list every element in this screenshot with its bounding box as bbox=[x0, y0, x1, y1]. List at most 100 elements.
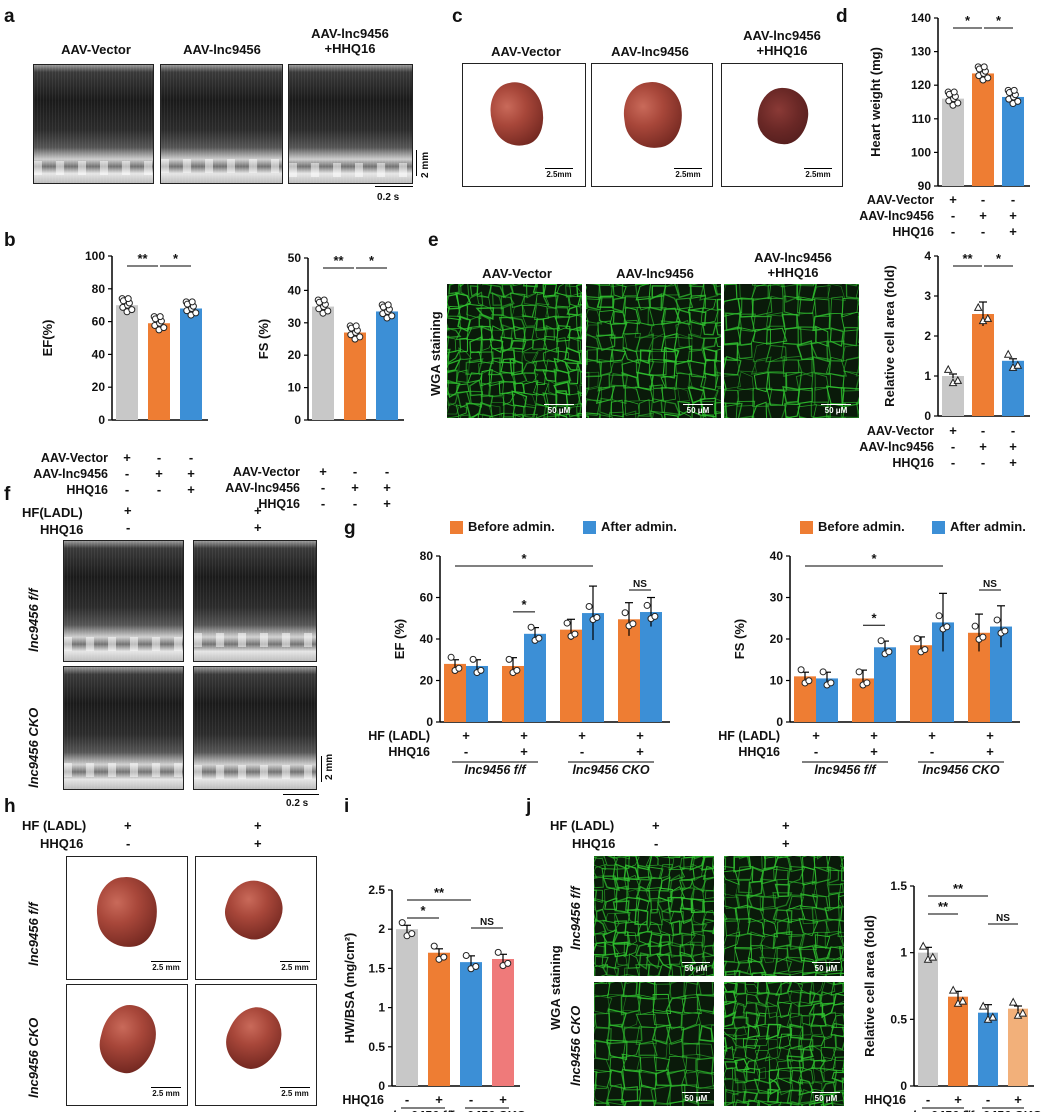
condition-mark: + bbox=[462, 728, 470, 743]
condition-mark: + bbox=[520, 744, 528, 759]
y-tick-label: 0 bbox=[900, 1079, 907, 1093]
f-scale-label-horizontal: 0.2 s bbox=[286, 798, 309, 809]
condition-row-label: AAV-Vector bbox=[41, 451, 108, 465]
h-mark: + bbox=[254, 818, 262, 833]
wga-j-ff-plus bbox=[724, 856, 844, 976]
panel-letter-b: b bbox=[4, 230, 16, 251]
bar bbox=[618, 619, 640, 722]
data-point bbox=[384, 301, 392, 309]
data-point bbox=[819, 668, 827, 676]
bar bbox=[560, 629, 582, 722]
condition-mark: + bbox=[520, 728, 528, 743]
bar bbox=[910, 645, 932, 722]
data-point bbox=[388, 312, 396, 320]
data-point bbox=[477, 666, 485, 674]
echo-f-ff-plus bbox=[193, 540, 317, 662]
data-point bbox=[935, 612, 943, 620]
f-mark: - bbox=[126, 520, 131, 535]
condition-row-label: HHQ16 bbox=[892, 225, 934, 239]
condition-mark: + bbox=[351, 480, 359, 495]
h-mark: + bbox=[254, 836, 262, 851]
condition-mark: - bbox=[930, 744, 934, 759]
condition-mark: + bbox=[1009, 455, 1017, 470]
y-axis-label: EF(%) bbox=[40, 320, 55, 357]
significance-label: * bbox=[420, 903, 426, 918]
y-tick-label: 10 bbox=[770, 674, 784, 688]
legend-swatch-before bbox=[450, 521, 463, 534]
bar bbox=[968, 632, 990, 722]
data-point bbox=[124, 295, 132, 303]
data-point bbox=[1014, 97, 1022, 105]
y-tick-label: 40 bbox=[420, 632, 434, 646]
condition-mark: - bbox=[951, 208, 955, 223]
bar bbox=[376, 311, 398, 420]
j-row-label-hhq16: HHQ16 bbox=[572, 836, 616, 851]
data-point bbox=[863, 679, 871, 687]
significance-label: ** bbox=[333, 253, 344, 268]
y-tick-label: 40 bbox=[92, 347, 106, 361]
wga-j-scale: 50 μM bbox=[812, 962, 840, 973]
wga-label-lnc9456-hhq16: AAV-lnc9456 +HHQ16 bbox=[754, 250, 832, 280]
condition-mark: + bbox=[979, 439, 987, 454]
condition-mark: + bbox=[979, 208, 987, 223]
data-point bbox=[1008, 997, 1018, 1006]
condition-mark: - bbox=[951, 439, 955, 454]
condition-mark: + bbox=[383, 496, 391, 511]
data-point bbox=[320, 296, 328, 304]
bar bbox=[942, 98, 964, 186]
y-tick-label: 0 bbox=[776, 715, 783, 729]
data-point bbox=[585, 602, 593, 610]
y-tick-label: 0 bbox=[426, 715, 433, 729]
condition-mark: + bbox=[986, 744, 994, 759]
condition-mark: + bbox=[499, 1092, 507, 1107]
bar bbox=[148, 323, 170, 420]
condition-mark: - bbox=[321, 496, 325, 511]
data-point bbox=[469, 655, 477, 663]
data-point bbox=[827, 679, 835, 687]
condition-mark: + bbox=[870, 744, 878, 759]
wga-image-lnc9456 bbox=[586, 284, 721, 418]
data-point bbox=[805, 677, 813, 685]
bar bbox=[180, 308, 202, 420]
data-point bbox=[128, 306, 136, 314]
condition-mark: - bbox=[189, 450, 193, 465]
data-point bbox=[430, 942, 438, 950]
bar bbox=[816, 678, 838, 722]
j-mark: + bbox=[652, 818, 660, 833]
condition-row-label: AAV-lnc9456 bbox=[859, 440, 934, 454]
condition-mark: + bbox=[435, 1092, 443, 1107]
group-label: lnc9456 CKO bbox=[964, 1109, 1041, 1112]
heart-photo-lnc9456: 2.5mm bbox=[591, 63, 713, 187]
y-tick-label: 100 bbox=[911, 145, 931, 159]
data-point bbox=[1001, 627, 1009, 635]
condition-row-label: HHQ16 bbox=[864, 1093, 906, 1107]
condition-mark: + bbox=[578, 728, 586, 743]
group-label: lnc9456 f/f bbox=[464, 763, 527, 777]
significance-label: * bbox=[173, 251, 179, 266]
y-tick-label: 2 bbox=[924, 329, 931, 343]
data-point bbox=[943, 364, 953, 373]
condition-mark: + bbox=[1009, 208, 1017, 223]
condition-mark: - bbox=[951, 455, 955, 470]
bar bbox=[1008, 1008, 1028, 1086]
condition-mark: + bbox=[870, 728, 878, 743]
wga-label-vector: AAV-Vector bbox=[482, 266, 552, 281]
data-point bbox=[643, 601, 651, 609]
data-point bbox=[1013, 360, 1023, 369]
y-tick-label: 20 bbox=[420, 674, 434, 688]
y-axis-label: HW/BSA (mg/cm²) bbox=[342, 933, 357, 1044]
bar bbox=[396, 929, 418, 1086]
heart-h-cko-minus: 2.5 mm bbox=[66, 984, 188, 1106]
condition-row-label: AAV-Vector bbox=[867, 193, 934, 207]
bar bbox=[444, 663, 466, 722]
echo-f-ff-minus bbox=[63, 540, 184, 662]
condition-mark: - bbox=[385, 464, 389, 479]
significance-label: * bbox=[871, 610, 877, 625]
condition-row-label: AAV-Vector bbox=[233, 465, 300, 479]
data-point bbox=[948, 985, 958, 994]
y-tick-label: 1 bbox=[924, 369, 931, 383]
bar bbox=[948, 996, 968, 1086]
y-axis-label: FS (%) bbox=[256, 319, 271, 359]
bar bbox=[502, 665, 524, 722]
